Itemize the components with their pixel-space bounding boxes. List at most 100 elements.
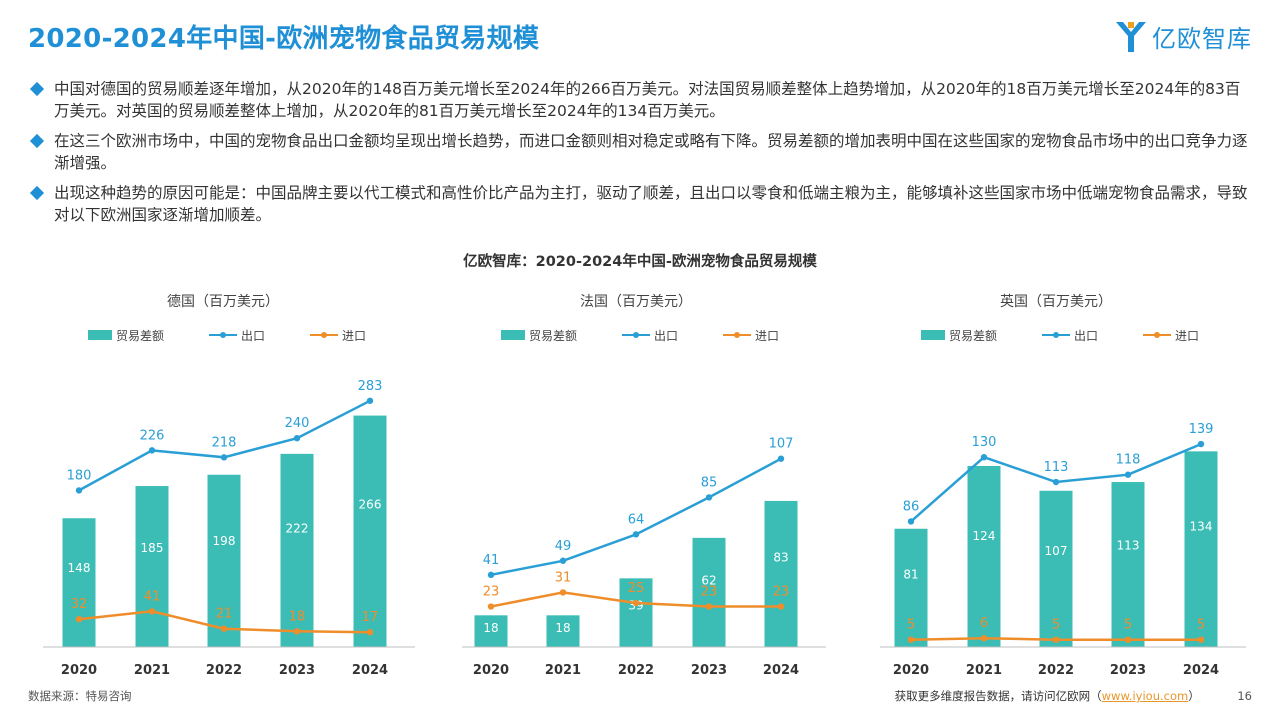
export-point (980, 454, 988, 461)
export-value-label: 130 (972, 435, 997, 450)
bullet-item: 出现这种趋势的原因可能是：中国品牌主要以代工模式和高性价比产品为主打，驱动了顺差… (29, 182, 1255, 226)
import-value-label: 5 (1124, 618, 1132, 633)
data-source: 数据来源：特易咨询 (28, 689, 132, 703)
import-point (1052, 636, 1060, 643)
bar-mark (1039, 490, 1073, 647)
bar-mark (546, 615, 580, 647)
panel-title: 英国（百万美元） (1000, 293, 1112, 310)
import-value-label: 32 (71, 597, 88, 612)
bar-mark (967, 465, 1001, 647)
logo-text: 亿欧智库 (1152, 24, 1252, 53)
x-tick-label: 2023 (279, 663, 315, 678)
export-value-label: 139 (1189, 422, 1214, 437)
x-tick-label: 2023 (691, 663, 727, 678)
logo-mark-icon (1116, 22, 1146, 52)
import-point (75, 615, 83, 623)
bar-mark (1111, 482, 1145, 647)
import-value-label: 5 (1052, 618, 1060, 633)
export-point (487, 571, 495, 579)
export-value-label: 218 (212, 435, 237, 450)
legend-dot-swatch (1053, 332, 1059, 338)
bar-value-label: 18 (483, 621, 498, 635)
legend-label: 出口 (654, 329, 678, 343)
export-value-label: 86 (903, 499, 920, 514)
import-value-label: 23 (773, 585, 790, 600)
import-point (148, 608, 156, 615)
legend-label: 贸易差额 (529, 329, 577, 343)
legend-label: 进口 (755, 329, 779, 343)
import-value-label: 21 (216, 607, 233, 622)
bar-mark (894, 528, 928, 647)
bar-mark (619, 578, 653, 647)
import-value-label: 5 (1197, 618, 1205, 633)
panel-title: 德国（百万美元） (167, 294, 279, 310)
import-value-label: 41 (144, 589, 161, 604)
x-tick-label: 2021 (966, 663, 1002, 678)
diamond-bullet-icon (29, 81, 45, 97)
bullet-text: 出现这种趋势的原因可能是：中国品牌主要以代工模式和高性价比产品为主打，驱动了顺差… (54, 184, 1248, 224)
bar-value-label: 266 (359, 498, 382, 512)
import-value-label: 6 (980, 616, 988, 631)
import-value-label: 18 (289, 609, 306, 624)
bar-value-label: 124 (973, 529, 996, 543)
export-value-label: 113 (1044, 460, 1069, 475)
x-tick-label: 2022 (618, 663, 654, 678)
export-value-label: 226 (140, 428, 165, 443)
bar-mark (135, 486, 169, 647)
export-point (1124, 471, 1132, 478)
export-value-label: 41 (483, 553, 500, 568)
x-tick-label: 2020 (473, 663, 509, 678)
legend-bar-swatch (921, 330, 945, 340)
bar-value-label: 62 (701, 573, 716, 587)
legend-bar-swatch (501, 330, 525, 340)
export-value-label: 85 (701, 475, 718, 490)
legend-label: 贸易差额 (949, 329, 997, 343)
x-tick-label: 2022 (206, 663, 242, 678)
import-point (366, 629, 374, 636)
legend-label: 贸易差额 (116, 329, 164, 343)
import-point (220, 625, 228, 632)
bar-mark (207, 474, 241, 647)
import-point (1197, 636, 1205, 643)
legend-label: 进口 (342, 329, 366, 343)
export-point (293, 435, 301, 442)
import-value-label: 23 (701, 585, 718, 600)
export-point (907, 518, 915, 525)
export-value-label: 240 (285, 416, 310, 431)
bar-mark (764, 500, 798, 647)
legend-label: 出口 (241, 329, 265, 343)
footer-link[interactable]: www.iyiou.com (1101, 689, 1189, 703)
page-title: 2020-2024年中国-欧洲宠物食品贸易规模 (28, 24, 540, 54)
bar-mark (692, 537, 726, 647)
bar-mark (280, 453, 314, 647)
x-tick-label: 2020 (893, 663, 929, 678)
bar-value-label: 185 (141, 541, 164, 555)
x-tick-label: 2021 (545, 663, 581, 678)
import-point (632, 599, 640, 607)
import-value-label: 23 (483, 585, 500, 600)
import-point (980, 635, 988, 642)
import-point (777, 603, 785, 610)
summary-bullets: 中国对德国的贸易顺差逐年增加，从2020年的148百万美元增长至2024年的26… (29, 78, 1255, 234)
export-point (777, 455, 785, 462)
import-point (559, 589, 567, 596)
x-tick-label: 2023 (1110, 663, 1146, 678)
import-value-label: 31 (555, 570, 572, 585)
logo: 亿欧智库 (1114, 16, 1252, 56)
diamond-bullet-icon (29, 133, 45, 149)
export-point (559, 557, 567, 564)
export-point (148, 447, 156, 454)
bar-value-label: 18 (555, 621, 570, 635)
bullet-text: 中国对德国的贸易顺差逐年增加，从2020年的148百万美元增长至2024年的26… (54, 80, 1241, 120)
bar-value-label: 113 (1117, 539, 1140, 553)
x-tick-label: 2024 (352, 663, 388, 678)
bullet-text: 在这三个欧洲市场中，中国的宠物食品出口金额均呈现出增长趋势，而进口金额则相对稳定… (54, 132, 1248, 172)
bar-value-label: 222 (286, 521, 309, 535)
panel-title: 法国（百万美元） (580, 294, 692, 310)
export-value-label: 118 (1116, 453, 1141, 468)
import-point (705, 603, 713, 610)
footer-more-text: 获取更多维度报告数据，请访问亿欧网（ (894, 689, 1102, 703)
bar-mark (474, 615, 508, 647)
import-value-label: 17 (362, 610, 379, 625)
bar-value-label: 83 (773, 550, 788, 564)
